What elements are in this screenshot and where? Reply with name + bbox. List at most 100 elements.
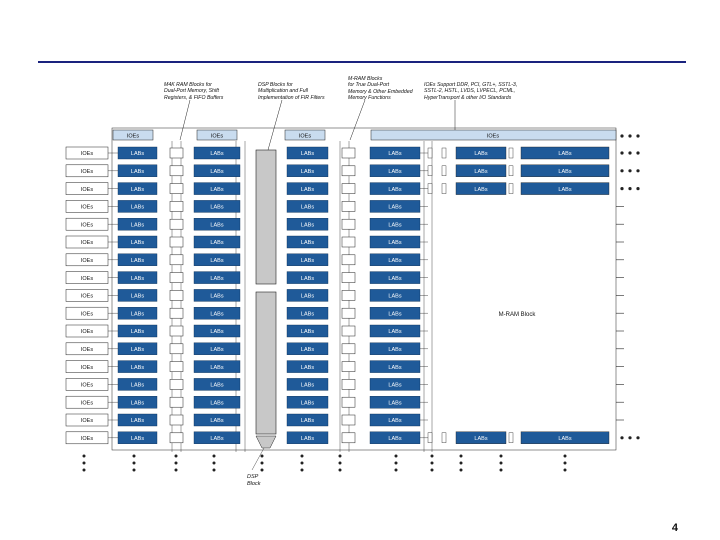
lab-block — [455, 164, 507, 178]
m4k-block — [508, 183, 514, 194]
left-ioe-label: IOEs — [81, 169, 93, 175]
ioe-pin — [132, 461, 136, 465]
lab-block — [193, 378, 241, 391]
lab-block — [193, 289, 241, 302]
ioe-pin — [82, 454, 86, 458]
lab-block — [286, 182, 329, 195]
lab-label: LABs — [131, 294, 144, 300]
left-ioe-label: IOEs — [81, 383, 93, 389]
left-ioe-label: IOEs — [81, 311, 93, 317]
top-ioe-label: IOEs — [487, 134, 499, 140]
annotation-m-ram: M-RAM Blocks for True Dual-Port Memory &… — [348, 76, 413, 101]
ioe-pin — [300, 468, 304, 472]
lab-block — [286, 360, 329, 373]
left-ioe-label: IOEs — [81, 418, 93, 424]
ioe-pin — [174, 454, 178, 458]
lab-label: LABs — [131, 187, 144, 193]
lab-label: LABs — [210, 418, 223, 424]
lab-label: LABs — [131, 436, 144, 442]
ioe-pin — [212, 468, 216, 472]
ioe-pin — [499, 468, 503, 472]
left-ioe-label: IOEs — [81, 205, 93, 211]
annotation-leader — [179, 99, 191, 141]
lab-label: LABs — [388, 222, 401, 228]
mram-label: M-RAM Block — [499, 312, 537, 318]
m4k-block — [508, 432, 514, 443]
m4k-block — [341, 432, 356, 444]
lab-label: LABs — [301, 276, 314, 282]
lab-label: LABs — [301, 240, 314, 246]
lab-label: LABs — [301, 436, 314, 442]
m4k-block — [169, 147, 184, 159]
ioe-pin — [636, 436, 640, 440]
lab-block — [193, 200, 241, 213]
top-ioe-label: IOEs — [299, 134, 311, 140]
ioe-pin — [174, 461, 178, 465]
lab-label: LABs — [301, 365, 314, 371]
lab-label: LABs — [388, 418, 401, 424]
lab-label: LABs — [131, 222, 144, 228]
m4k-block — [169, 165, 184, 177]
ioe-pin — [394, 454, 398, 458]
ioe-pin — [636, 187, 640, 191]
ioe-pin — [260, 461, 264, 465]
lab-label: LABs — [301, 205, 314, 211]
top-ioe-strip — [196, 129, 238, 141]
m4k-block — [169, 307, 184, 319]
lab-label: LABs — [558, 169, 571, 175]
m4k-block — [341, 218, 356, 230]
m4k-block — [441, 147, 447, 159]
dsp-block-arrow — [255, 435, 277, 449]
left-ioe-label: IOEs — [81, 276, 93, 282]
m4k-block — [341, 307, 356, 319]
ioe-pin — [430, 454, 434, 458]
lab-label: LABs — [301, 400, 314, 406]
ioe-pin — [82, 461, 86, 465]
left-ioe-label: IOEs — [81, 347, 93, 353]
ioe-pin — [620, 134, 624, 138]
m4k-block — [427, 147, 433, 159]
ioe-pin — [628, 134, 632, 138]
lab-block — [455, 431, 507, 444]
ioe-pin — [260, 454, 264, 458]
left-ioe-label: IOEs — [81, 222, 93, 228]
ioe-pin — [628, 436, 632, 440]
lab-label: LABs — [558, 151, 571, 157]
lab-label: LABs — [474, 436, 487, 442]
lab-block — [286, 342, 329, 355]
annotation-m4k-ram: M4K RAM Blocks for Dual-Port Memory, Shi… — [164, 82, 224, 101]
lab-block — [520, 146, 610, 160]
ioe-pin — [628, 187, 632, 191]
lab-block — [286, 200, 329, 213]
m4k-block — [427, 432, 433, 443]
lab-block — [193, 253, 241, 267]
lab-label: LABs — [388, 294, 401, 300]
ioe-pin — [628, 169, 632, 173]
left-ioe-label: IOEs — [81, 329, 93, 335]
lab-block — [286, 378, 329, 391]
lab-block — [193, 342, 241, 355]
lab-label: LABs — [388, 400, 401, 406]
m4k-block — [169, 414, 184, 426]
top-ioe-strip — [370, 129, 617, 141]
lab-label: LABs — [388, 276, 401, 282]
left-ioe-label: IOEs — [81, 187, 93, 193]
lab-label: LABs — [301, 222, 314, 228]
lab-block — [193, 182, 241, 195]
lab-label: LABs — [388, 436, 401, 442]
lab-label: LABs — [131, 400, 144, 406]
ioe-pin — [563, 454, 567, 458]
lab-label: LABs — [301, 258, 314, 264]
top-ioe-strip — [284, 129, 326, 141]
lab-block — [286, 164, 329, 178]
lab-label: LABs — [388, 187, 401, 193]
m4k-block — [341, 343, 356, 355]
dsp-block-lower — [255, 291, 277, 435]
lab-block — [286, 307, 329, 320]
lab-label: LABs — [301, 329, 314, 335]
lab-label: LABs — [131, 365, 144, 371]
ioe-pin — [212, 461, 216, 465]
m4k-block — [169, 218, 184, 230]
lab-block — [286, 146, 329, 160]
